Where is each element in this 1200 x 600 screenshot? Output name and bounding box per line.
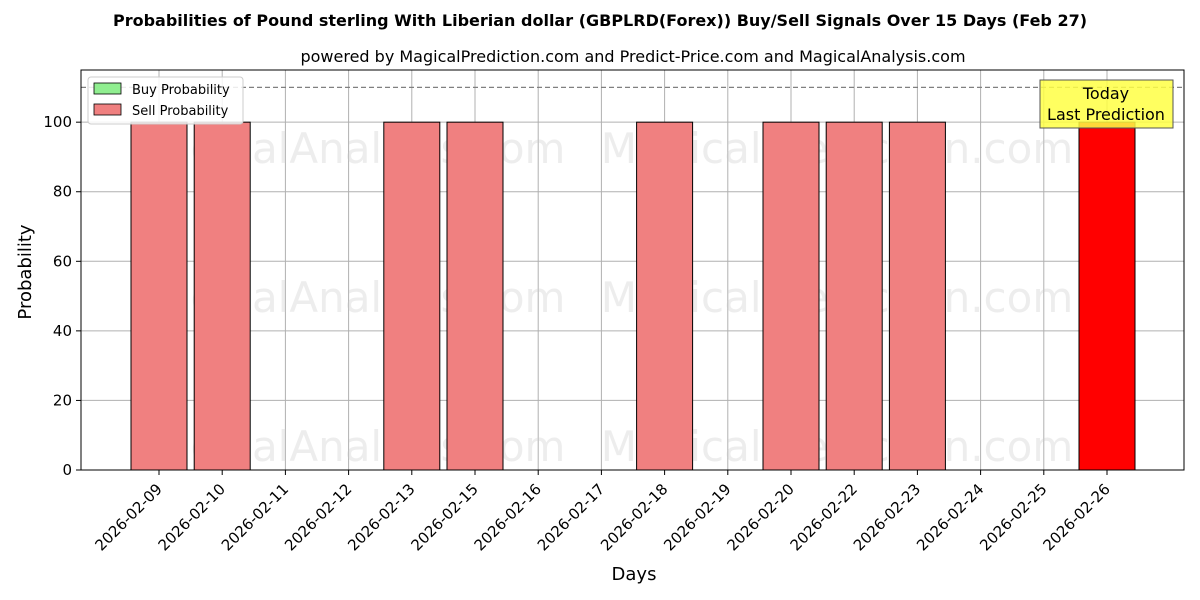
plot-area <box>80 69 1185 471</box>
x-tick-label: 2026-02-12 <box>281 480 355 554</box>
legend-buy-label: Buy Probability <box>132 83 230 98</box>
x-tick-label: 2026-02-18 <box>597 480 671 554</box>
x-tick-label: 2026-02-25 <box>976 480 1050 554</box>
x-tick-label: 2026-02-26 <box>1039 480 1113 554</box>
y-axis-label: Probability <box>15 224 36 319</box>
x-tick-label: 2026-02-20 <box>723 480 797 554</box>
x-tick-label: 2026-02-09 <box>91 480 165 554</box>
sell-bar <box>888 121 946 471</box>
y-axis: 0 20 40 60 80 100 <box>43 113 81 479</box>
sell-bar <box>1078 121 1136 471</box>
sell-bar <box>383 121 441 471</box>
y-tick-label: 80 <box>53 183 72 201</box>
x-tick-label: 2026-02-22 <box>787 480 861 554</box>
x-tick-label: 2026-02-17 <box>534 480 608 554</box>
x-tick-label: 2026-02-13 <box>344 480 418 554</box>
annotation-line2: Last Prediction <box>1047 105 1165 124</box>
legend-box <box>87 76 244 125</box>
x-tick-label: 2026-02-10 <box>155 480 229 554</box>
legend: Buy Probability Sell Probability <box>87 76 244 125</box>
legend-sell-swatch <box>93 103 122 116</box>
chart-subtitle: powered by MagicalPrediction.com and Pre… <box>300 47 965 66</box>
legend-sell-label: Sell Probability <box>132 104 229 119</box>
y-tick-label: 40 <box>53 322 72 340</box>
x-tick-label: 2026-02-15 <box>407 480 481 554</box>
x-tick-label: 2026-02-23 <box>850 480 924 554</box>
sell-bar <box>825 121 883 471</box>
x-tick-label: 2026-02-11 <box>218 480 292 554</box>
sell-bar <box>130 121 188 471</box>
x-tick-label: 2026-02-24 <box>913 480 987 554</box>
y-tick-label: 60 <box>53 252 72 270</box>
sell-bar <box>636 121 694 471</box>
sell-bar <box>446 121 504 471</box>
x-axis-label: Days <box>612 564 657 585</box>
x-axis: 2026-02-092026-02-102026-02-112026-02-12… <box>91 470 1114 554</box>
y-tick-label: 0 <box>62 461 72 479</box>
today-annotation: Today Last Prediction <box>1039 79 1174 129</box>
legend-buy-swatch <box>93 82 122 95</box>
x-tick-label: 2026-02-16 <box>471 480 545 554</box>
x-tick-label: 2026-02-19 <box>660 480 734 554</box>
annotation-line1: Today <box>1082 84 1129 103</box>
sell-bar <box>762 121 820 471</box>
sell-bar <box>193 121 251 471</box>
y-tick-label: 100 <box>43 113 72 131</box>
annotation-box <box>1039 79 1174 129</box>
y-tick-label: 20 <box>53 391 72 409</box>
chart-title: Probabilities of Pound sterling With Lib… <box>113 11 1087 30</box>
